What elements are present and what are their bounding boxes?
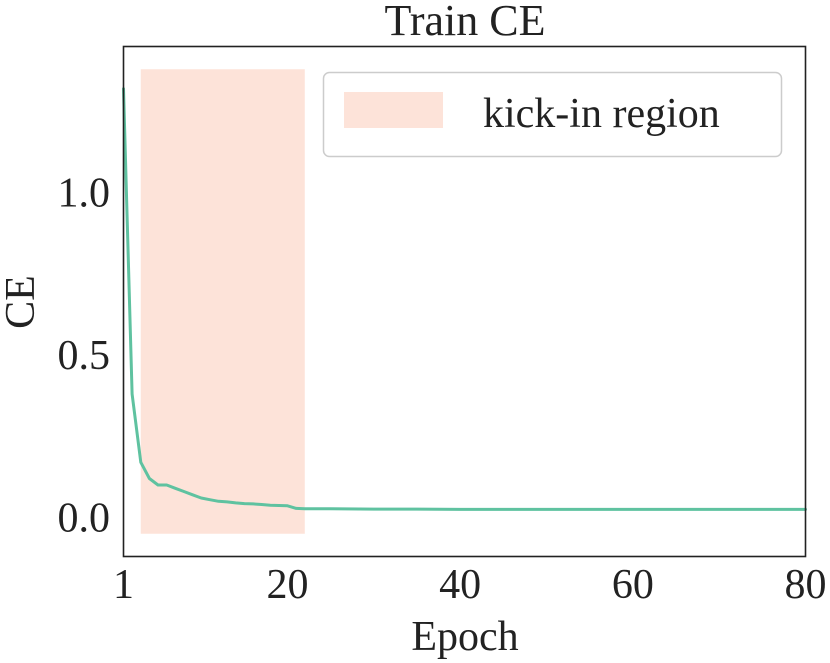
x-tick-label: 60: [612, 562, 654, 608]
plot-area: [122, 69, 807, 534]
y-tick-label: 0.0: [58, 496, 111, 542]
plot-frame: [122, 45, 807, 558]
legend-label-kick-in-region: kick-in region: [483, 91, 720, 137]
x-axis-label: Epoch: [411, 614, 518, 660]
x-tick-label: 40: [439, 562, 481, 608]
x-tick-label: 1: [113, 562, 134, 608]
y-tick-label: 0.5: [58, 333, 111, 379]
chart-title: Train CE: [385, 0, 546, 45]
series-line-0: [122, 87, 807, 511]
y-axis-label: CE: [0, 275, 44, 329]
x-axis-ticks: 1 20 40 60 80: [113, 562, 827, 608]
legend: kick-in region: [322, 71, 783, 158]
shaded-region-kick-in: [140, 69, 305, 534]
y-axis-ticks: 0.0 0.5 1.0: [58, 171, 111, 542]
legend-swatch-kick-in-region: [344, 92, 443, 128]
y-tick-label: 1.0: [58, 171, 111, 217]
x-tick-label: 80: [785, 562, 827, 608]
x-tick-label: 20: [267, 562, 309, 608]
